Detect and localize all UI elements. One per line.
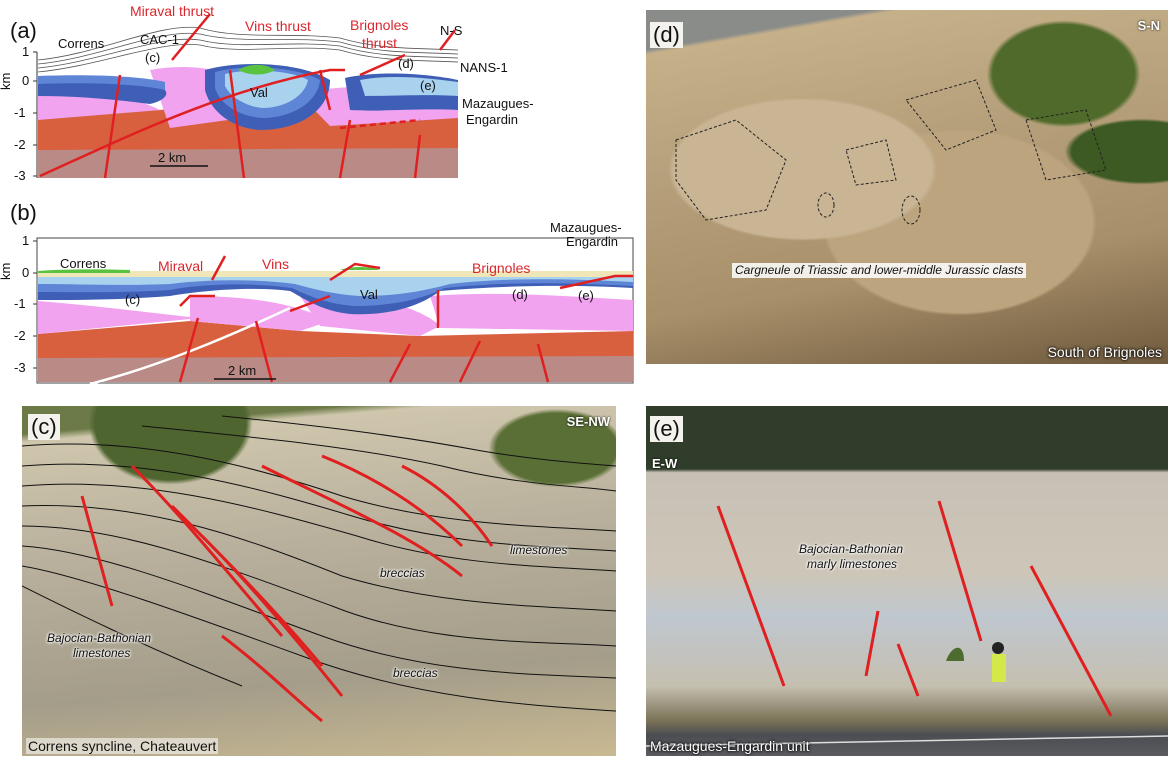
annotation-breccias-1: breccias [380,566,425,580]
label-b-brignoles: Brignoles [472,260,530,276]
axis-b: 1 0 -1 -2 -3 km [0,233,38,381]
label-a-ns: N-S [440,23,463,38]
panel-b-label: (b) [10,200,37,225]
panel-d-caption: South of Brignoles [1047,344,1162,360]
panel-c-caption: Correns syncline, Chateauvert [26,738,219,754]
label-a-thrust: thrust [362,35,397,51]
axis-b-unit: km [0,263,13,280]
panel-c-orientation: SE-NW [566,414,610,429]
scale-label-a: 2 km [158,150,186,165]
label-b-correns: Correns [60,256,107,271]
label-b-d: (d) [512,287,528,302]
tick-a-m3: -3 [14,168,26,183]
panel-d-orientation: S-N [1137,18,1160,33]
tick-b-m3: -3 [14,360,26,375]
panel-d-photo: (d) S-N Cargneule of Triassic and lower-… [646,10,1168,364]
axis-a: 1 0 -1 -2 -3 km [0,44,38,183]
faults-b [178,255,633,383]
label-a-engardin: Engardin [466,112,518,127]
label-b-e: (e) [578,288,594,303]
label-a-correns: Correns [58,36,105,51]
label-a-d: (d) [398,56,414,71]
tick-a-m1: -1 [14,105,26,120]
annotation-bajocian-1: Bajocian-Bathonian [47,631,152,645]
tick-b-0: 0 [22,265,29,280]
annotation-bajocian-e-1: Bajocian-Bathonian [799,542,904,556]
label-b-c: (c) [125,292,140,307]
axis-a-unit: km [0,73,13,90]
label-a-cac1: CAC-1 [140,32,179,47]
tick-b-m1: -1 [14,296,26,311]
cross-section-a-svg: 1 0 -1 -2 -3 km [0,3,534,183]
panel-a-label: (a) [10,18,37,43]
scale-label-b: 2 km [228,363,256,378]
label-a-mazaugues: Mazaugues- [462,96,534,111]
label-b-vins: Vins [262,256,289,272]
label-a-nans1: NANS-1 [460,60,508,75]
annotation-limestones: limestones [510,543,568,557]
label-b-mazaugues: Mazaugues- [550,220,622,235]
tick-a-m2: -2 [14,137,26,152]
label-a-miraval: Miraval thrust [130,3,214,19]
panel-c-label: (c) [28,414,60,440]
label-a-vins: Vins thrust [245,18,311,34]
cross-section-b-svg: 1 0 -1 -2 -3 km [0,200,634,386]
panel-e-caption: Mazaugues-Engardin unit [650,738,810,754]
panel-a-cross-section: 1 0 -1 -2 -3 km [0,0,640,192]
strata-b [38,267,633,382]
label-b-miraval: Miraval [158,258,203,274]
tick-a-1: 1 [22,44,29,59]
annotation-bajocian-2: limestones [73,646,131,660]
label-b-val: Val [360,287,378,302]
tick-b-m2: -2 [14,328,26,343]
photo-e-overlay [646,500,1168,747]
photo-d-outlines [675,79,1107,225]
faults-a [39,13,456,179]
label-a-brignoles: Brignoles [350,17,408,33]
panel-e-label: (e) [650,416,683,442]
annotation-bajocian-e-2: marly limestones [807,557,898,571]
label-a-c: (c) [145,50,160,65]
detachment-line-b [89,306,291,386]
panel-d-label: (d) [650,22,683,48]
panel-e-orientation: E-W [652,456,678,471]
label-a-val: Val [250,85,268,100]
tick-b-1: 1 [22,233,29,248]
tick-a-0: 0 [22,73,29,88]
label-a-e: (e) [420,78,436,93]
panel-e-photo: (e) E-W Bajocian-Bathonian marly limesto… [646,406,1168,756]
label-b-engardin: Engardin [566,234,618,249]
panel-d-annotation: Cargneule of Triassic and lower-middle J… [732,263,1027,278]
photo-c-overlay [22,415,616,723]
panel-c-photo: (c) SE-NW limestones breccias breccias B… [22,406,616,756]
annotation-breccias-2: breccias [393,666,438,680]
panel-b-cross-section: 1 0 -1 -2 -3 km [0,196,640,392]
